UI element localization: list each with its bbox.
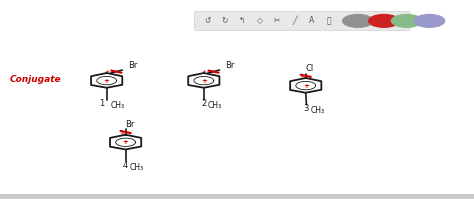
Text: ◇: ◇ [256,16,263,25]
Text: +: + [299,74,305,79]
Text: Br: Br [128,60,137,70]
Text: ╱: ╱ [292,16,297,25]
Text: Br: Br [125,120,134,129]
Text: +: + [104,69,109,74]
FancyBboxPatch shape [194,11,410,30]
Text: 1: 1 [99,100,105,108]
Text: CH₃: CH₃ [129,163,144,172]
Bar [0,194,474,199]
Text: ✂: ✂ [274,16,280,25]
Text: +: + [303,83,309,89]
Text: A: A [310,16,315,25]
Text: CH₃: CH₃ [110,101,125,110]
Text: 2: 2 [201,100,207,108]
Circle shape [369,15,399,27]
Text: 3: 3 [303,104,309,113]
Text: Cl: Cl [305,64,313,73]
Circle shape [414,15,445,27]
Text: +: + [123,139,128,145]
Circle shape [392,15,422,27]
Text: CH₃: CH₃ [208,101,222,110]
Text: Br: Br [225,60,234,70]
Circle shape [343,15,373,27]
Text: 4: 4 [123,161,128,170]
Text: ↻: ↻ [221,16,228,25]
Text: ⬛: ⬛ [327,16,332,25]
Text: ↰: ↰ [239,16,245,25]
Text: +: + [201,78,207,84]
Text: +: + [201,69,207,74]
Text: +: + [104,78,109,84]
Text: CH₃: CH₃ [310,106,324,115]
Text: +: + [119,131,125,136]
Text: Conjugate: Conjugate [10,75,61,84]
Text: ↺: ↺ [204,16,210,25]
